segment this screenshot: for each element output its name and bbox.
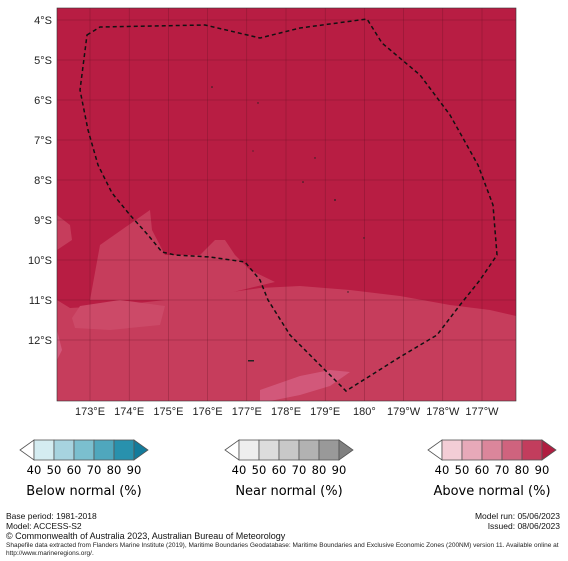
legend-swatch (521, 439, 543, 461)
legend-3: 40 50 60 70 80 90 Above normal (%) (427, 439, 557, 499)
probability-field-above-80-central (90, 210, 275, 300)
legend-swatch (258, 439, 280, 461)
lat-label: 8°S (34, 175, 52, 187)
lat-label: 7°S (34, 135, 52, 147)
legend-arrow-high (541, 439, 557, 461)
legend-tick-label: 40 (27, 463, 42, 477)
legend-tick-label: 60 (67, 463, 82, 477)
island-marker (363, 237, 365, 239)
legend-swatch (33, 439, 55, 461)
legend-tick-label: 50 (47, 463, 62, 477)
legend-tick-label: 40 (232, 463, 247, 477)
island-marker (314, 157, 316, 159)
legend-title: Near normal (%) (235, 484, 342, 499)
legend-tick-label: 50 (455, 463, 470, 477)
lon-label: 180° (353, 406, 376, 418)
lon-label: 173°E (75, 406, 105, 418)
graticule (57, 8, 516, 401)
legend-swatch (93, 439, 115, 461)
legend-tick-label: 80 (107, 463, 122, 477)
latitude-labels: 4°S 5°S 6°S 7°S 8°S 9°S 10°S 11°S 12°S (28, 15, 52, 347)
forecast-map (56, 7, 517, 402)
legend-arrow-high (133, 439, 149, 461)
copyright-credit: © Commonwealth of Australia 2023, Austra… (6, 531, 286, 541)
island-markers (211, 86, 365, 362)
issued-date: Issued: 08/06/2023 (487, 520, 560, 531)
lon-label: 176°E (193, 406, 223, 418)
footer-right: Model run: 05/06/2023 Issued: 08/06/2023 (474, 511, 560, 531)
longitude-labels: 173°E 174°E 175°E 176°E 177°E 178°E 179°E 180° 1… (75, 406, 499, 418)
island-marker (257, 102, 259, 104)
lon-label: 179°W (387, 406, 421, 418)
legend-arrow-low (19, 439, 35, 461)
island-marker (252, 150, 254, 152)
island-marker (347, 291, 349, 293)
legend-arrow-low (224, 439, 240, 461)
legend-tick-label: 90 (535, 463, 550, 477)
model-run: Model run: 05/06/2023 (474, 511, 560, 521)
lat-label: 11°S (29, 295, 52, 307)
lon-label: 179°E (310, 406, 340, 418)
legend-tick-label: 40 (435, 463, 450, 477)
legend-title: Below normal (%) (26, 484, 141, 499)
lon-label: 178°W (426, 406, 460, 418)
lon-label: 177°E (232, 406, 262, 418)
lat-label: 4°S (34, 15, 52, 27)
lon-label: 178°E (271, 406, 301, 418)
lon-label: 175°E (153, 406, 183, 418)
legend-swatch (481, 439, 503, 461)
probability-field-above-80-west (57, 215, 72, 250)
lat-label: 10°S (28, 255, 52, 267)
model-name: Model: ACCESS-S2 (6, 520, 82, 531)
legend-tick-label: 90 (127, 463, 142, 477)
legend-swatch (278, 439, 300, 461)
island-marker (211, 86, 213, 88)
lat-label: 6°S (34, 95, 52, 107)
lat-label: 12°S (28, 335, 52, 347)
legend-swatch (318, 439, 340, 461)
legend-tick-label: 70 (87, 463, 102, 477)
legend-swatch (461, 439, 483, 461)
legend-swatch (53, 439, 75, 461)
island-marker (248, 360, 254, 362)
legend-tick-label: 80 (515, 463, 530, 477)
lon-label: 177°W (465, 406, 499, 418)
legend-tick-label: 90 (332, 463, 347, 477)
legend-arrow-low (427, 439, 443, 461)
legend-tick-label: 70 (292, 463, 307, 477)
base-period: Base period: 1981-2018 (6, 511, 97, 521)
shapefile-source: Shapefile data extracted from Flanders M… (6, 542, 559, 557)
legend-swatch (298, 439, 320, 461)
probability-field-above-80-south (57, 286, 516, 401)
eez-boundary (79, 18, 498, 392)
legend-swatch (113, 439, 135, 461)
legend-tick-label: 50 (252, 463, 267, 477)
footer-left: Base period: 1981-2018 Model: ACCESS-S2 (6, 511, 426, 531)
legend-tick-label: 80 (312, 463, 327, 477)
island-marker (302, 181, 304, 183)
legend-tick-label: 60 (272, 463, 287, 477)
lat-label: 9°S (34, 215, 52, 227)
legend-title: Above normal (%) (433, 484, 550, 499)
island-marker (334, 199, 336, 201)
legend-tick-label: 70 (495, 463, 510, 477)
legend-swatch (501, 439, 523, 461)
legend-swatch (73, 439, 95, 461)
lat-label: 5°S (34, 55, 52, 67)
legend-tick-label: 60 (475, 463, 490, 477)
legend-swatch (441, 439, 463, 461)
legend-1: 40 50 60 70 80 90 Below normal (%) (19, 439, 149, 499)
legend-2: 40 50 60 70 80 90 Near normal (%) (224, 439, 354, 499)
legend-arrow-high (338, 439, 354, 461)
lon-label: 174°E (114, 406, 144, 418)
legend-swatch (238, 439, 260, 461)
legend-group: 40 50 60 70 80 90 Below normal (%) 40 50 60 70 80 90… (19, 439, 557, 499)
map-frame (56, 7, 517, 402)
probability-field-above-80-patch (72, 300, 165, 330)
probability-field-above-70-south (260, 370, 350, 401)
probability-field-above-70-west (57, 330, 62, 360)
